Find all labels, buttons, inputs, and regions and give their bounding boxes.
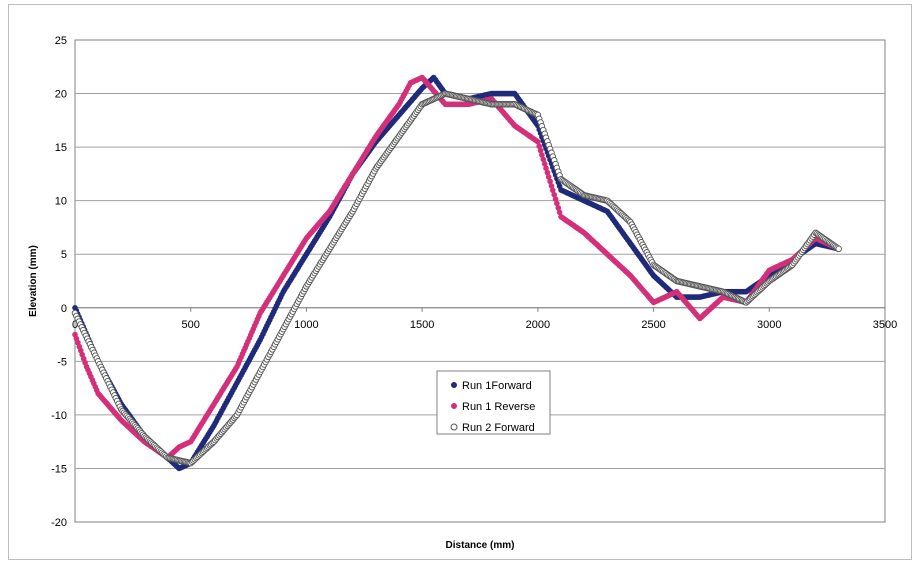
x-axis-ticks: 0 500 1000 1500 2000 2500 3000 3500 — [72, 307, 897, 331]
legend-label-run-1-forward: Run 1Forward — [462, 380, 532, 392]
x-tick-label: 1500 — [410, 319, 434, 331]
y-tick-label: 0 — [61, 303, 67, 315]
data-point — [554, 200, 560, 207]
y-tick-label: 25 — [55, 35, 67, 47]
y-tick-label: 20 — [55, 89, 67, 101]
x-axis-title: Distance (mm) — [446, 540, 515, 551]
y-tick-label: -20 — [51, 517, 67, 529]
data-point — [551, 191, 557, 198]
legend-box — [436, 370, 551, 435]
y-tick-label: 15 — [55, 142, 67, 154]
legend-marker-run-1-forward — [451, 382, 457, 388]
data-point — [552, 196, 559, 202]
data-point — [537, 147, 544, 154]
data-point — [545, 174, 552, 180]
x-tick-label: 3500 — [873, 319, 897, 331]
y-tick-label: 5 — [61, 249, 67, 261]
data-point — [540, 156, 547, 163]
legend-label-run-1-reverse: Run 1 Reverse — [462, 401, 535, 413]
legend-marker-run-1-reverse — [451, 403, 457, 409]
x-tick-label: 3000 — [757, 319, 781, 331]
data-point — [550, 187, 556, 194]
data-point — [543, 165, 549, 171]
data-point — [835, 245, 842, 253]
data-point — [547, 178, 553, 185]
y-axis-ticks: -20 -15 -10 -5 0 5 10 15 20 25 — [51, 35, 67, 529]
data-point — [539, 152, 545, 158]
data-point — [548, 183, 555, 189]
series-group — [71, 74, 842, 472]
data-point — [535, 139, 541, 145]
data-point — [544, 169, 551, 176]
x-tick-label: 0 — [72, 319, 78, 331]
legend-label-run-2-forward: Run 2 Forward — [462, 422, 535, 434]
y-tick-label: -5 — [57, 356, 67, 368]
data-point — [541, 161, 548, 167]
data-point — [536, 143, 542, 149]
data-point — [555, 205, 562, 211]
x-tick-label: 500 — [182, 319, 200, 331]
legend: Run 1Forward Run 1 Reverse Run 2 Forward — [436, 370, 551, 435]
x-tick-label: 2500 — [641, 319, 665, 331]
legend-marker-run-2-forward — [450, 423, 458, 431]
data-point — [556, 209, 563, 216]
y-tick-label: -10 — [51, 410, 67, 422]
y-axis-title: Elevation (mm) — [28, 245, 39, 317]
x-tick-label: 2000 — [526, 319, 550, 331]
y-tick-label: -15 — [51, 463, 67, 475]
series-run-2-forward — [71, 90, 842, 467]
x-tick-label: 1000 — [294, 319, 318, 331]
y-tick-label: 10 — [55, 196, 67, 208]
